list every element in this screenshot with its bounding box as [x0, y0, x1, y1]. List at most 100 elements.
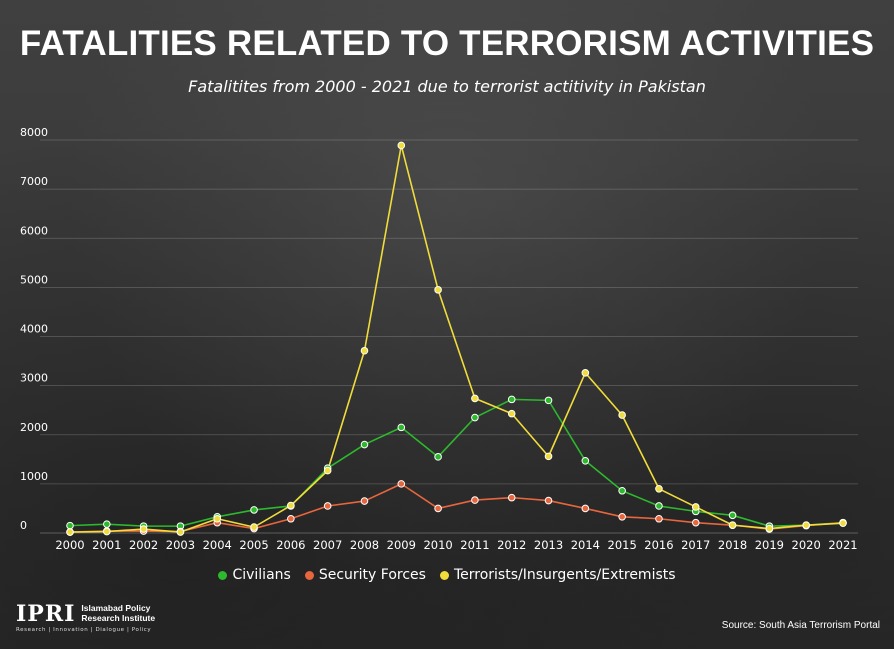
data-point-security-forces: [287, 514, 295, 523]
y-tick-label: 2000: [20, 421, 48, 434]
data-point-terrorists-insurgents-extremists: [103, 527, 111, 536]
x-tick-label: 2019: [755, 538, 784, 552]
data-point-terrorists-insurgents-extremists: [507, 409, 516, 418]
data-point-security-forces: [655, 514, 663, 523]
data-point-terrorists-insurgents-extremists: [287, 501, 295, 510]
legend-item: Civilians: [218, 567, 291, 583]
data-point-terrorists-insurgents-extremists: [618, 411, 626, 419]
y-tick-label: 0: [20, 519, 27, 532]
x-tick-label: 2020: [792, 538, 821, 552]
x-tick-label: 2005: [239, 538, 268, 552]
x-tick-label: 2004: [203, 538, 232, 552]
logo-mark: IPRI: [16, 601, 76, 627]
data-point-security-forces: [471, 496, 479, 504]
y-tick-label: 4000: [20, 323, 48, 336]
data-point-civilians: [360, 440, 369, 449]
data-point-terrorists-insurgents-extremists: [765, 524, 774, 533]
legend-item: Terrorists/Insurgents/Extremists: [439, 567, 676, 583]
data-point-civilians: [618, 486, 626, 495]
logo-tagline: Research | Innovation | Dialogue | Polic…: [16, 627, 152, 633]
data-point-terrorists-insurgents-extremists: [691, 503, 700, 511]
legend-marker: [304, 570, 314, 580]
legend-label: Security Forces: [318, 567, 426, 583]
data-point-civilians: [581, 456, 590, 465]
source-note: Source: South Asia Terrorism Portal: [721, 620, 880, 631]
data-point-civilians: [471, 413, 479, 422]
data-point-civilians: [397, 423, 406, 432]
data-point-civilians: [507, 395, 516, 404]
data-point-terrorists-insurgents-extremists: [655, 484, 663, 493]
series-line-security-forces: [69, 483, 844, 533]
data-point-civilians: [66, 521, 74, 530]
data-point-security-forces: [434, 504, 442, 513]
data-point-security-forces: [581, 504, 590, 513]
data-point-security-forces: [360, 497, 369, 505]
x-tick-label: 2021: [828, 538, 857, 552]
x-tick-label: 2018: [718, 538, 747, 552]
y-tick-label: 3000: [20, 372, 48, 385]
x-tick-label: 2012: [497, 538, 526, 552]
y-tick-label: 7000: [20, 175, 48, 188]
x-tick-label: 2002: [129, 538, 158, 552]
series-line-civilians: [69, 398, 844, 527]
x-tick-label: 2001: [92, 538, 121, 552]
data-point-terrorists-insurgents-extremists: [213, 514, 222, 523]
data-point-terrorists-insurgents-extremists: [176, 528, 185, 536]
data-point-terrorists-insurgents-extremists: [397, 141, 406, 150]
x-tick-label: 2011: [460, 538, 489, 552]
x-tick-label: 2006: [276, 538, 305, 552]
legend-marker: [439, 570, 449, 580]
data-point-civilians: [728, 511, 737, 520]
y-tick-label: 8000: [20, 126, 48, 139]
chart-subtitle: Fatalitites from 2000 - 2021 due to terr…: [188, 77, 706, 96]
data-point-civilians: [103, 520, 111, 528]
series-line-terrorists-insurgents-extremists: [69, 144, 844, 533]
y-tick-label: 6000: [20, 224, 48, 237]
data-point-security-forces: [544, 496, 553, 505]
x-tick-label: 2010: [423, 538, 452, 552]
logo-name: Islamabad Policy Research Institute: [81, 603, 156, 623]
data-point-security-forces: [618, 512, 626, 521]
data-point-terrorists-insurgents-extremists: [839, 519, 847, 527]
chart-legend: Civilians Security Forces Terrorists/Insur…: [0, 567, 894, 583]
data-point-terrorists-insurgents-extremists: [544, 452, 553, 461]
data-point-civilians: [655, 502, 663, 510]
x-tick-label: 2000: [55, 538, 84, 552]
x-tick-label: 2008: [350, 538, 379, 552]
x-tick-label: 2017: [681, 538, 710, 552]
y-tick-label: 5000: [20, 273, 48, 286]
data-point-civilians: [434, 453, 442, 461]
data-point-security-forces: [691, 518, 700, 527]
data-point-terrorists-insurgents-extremists: [802, 521, 810, 529]
data-point-security-forces: [397, 480, 406, 488]
data-point-security-forces: [507, 493, 516, 502]
legend-marker: [218, 570, 228, 580]
data-point-terrorists-insurgents-extremists: [139, 525, 148, 533]
legend-label: Civilians: [232, 567, 291, 583]
legend-item: Security Forces: [304, 567, 426, 583]
data-point-terrorists-insurgents-extremists: [250, 523, 258, 531]
chart-title: FATALITIES RELATED TO TERRORISM ACTIVITI…: [19, 24, 875, 63]
data-point-terrorists-insurgents-extremists: [728, 521, 737, 529]
x-tick-label: 2007: [313, 538, 342, 552]
x-tick-label: 2009: [387, 538, 416, 552]
x-tick-label: 2003: [166, 538, 195, 552]
legend-label: Terrorists/Insurgents/Extremists: [453, 567, 676, 583]
data-point-security-forces: [323, 502, 332, 510]
data-point-civilians: [250, 506, 258, 514]
data-point-terrorists-insurgents-extremists: [471, 394, 479, 403]
data-point-terrorists-insurgents-extremists: [581, 369, 590, 377]
x-tick-label: 2016: [644, 538, 673, 552]
x-tick-label: 2013: [534, 538, 563, 552]
data-point-terrorists-insurgents-extremists: [66, 528, 74, 536]
data-point-terrorists-insurgents-extremists: [323, 466, 332, 475]
data-point-terrorists-insurgents-extremists: [434, 286, 442, 294]
data-point-civilians: [544, 396, 553, 405]
x-tick-label: 2014: [571, 538, 600, 552]
y-tick-label: 1000: [20, 470, 48, 483]
ipri-logo: IPRI Islamabad Policy Research Institute…: [16, 601, 171, 633]
x-tick-label: 2015: [608, 538, 637, 552]
data-point-terrorists-insurgents-extremists: [360, 346, 369, 355]
